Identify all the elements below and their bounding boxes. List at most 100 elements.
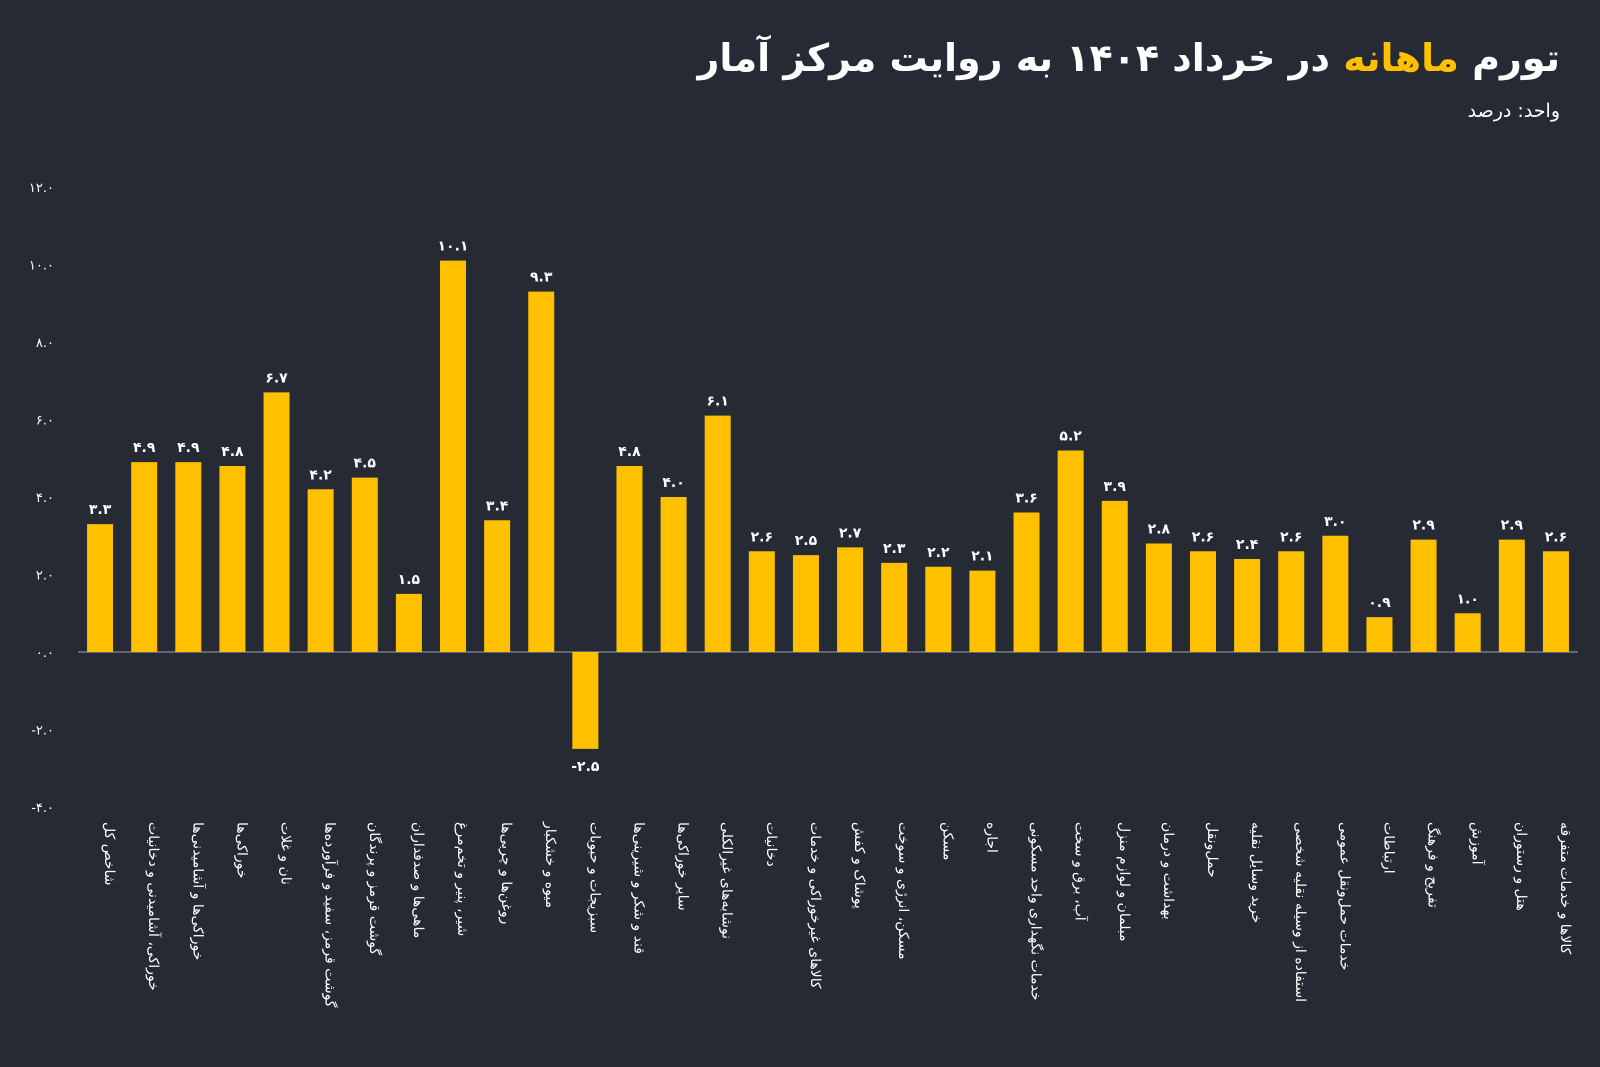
chart-title: تورم ماهانه در خرداد ۱۴۰۴ به روایت مرکز … (697, 34, 1560, 82)
y-tick-label: -۴.۰ (31, 801, 54, 816)
title-suffix: در خرداد ۱۴۰۴ به روایت مرکز آمار (697, 36, 1344, 80)
x-tick-label: تفریح و فرهنگ (1425, 822, 1442, 908)
x-tick-label: پوشاک و کفش (851, 822, 867, 909)
x-tick-label: کالاها و خدمات متفرقه (1557, 822, 1573, 955)
x-tick-label: شیر، پنیر و تخم‌مرغ (454, 822, 470, 936)
bar (969, 570, 996, 652)
bar-value-label: ۶.۱ (706, 394, 728, 410)
x-tick-label: نان و غلات (278, 822, 294, 885)
bar (1410, 539, 1437, 652)
bar (1278, 551, 1305, 652)
x-tick-label: سبزیجات و حبوبات (586, 822, 602, 933)
y-tick-label: ۱۰.۰ (29, 259, 54, 274)
bar (1542, 551, 1569, 652)
bar (263, 392, 290, 652)
x-tick-label: روغن‌ها و چربی‌ها (498, 822, 514, 924)
bar-value-label: ۳.۰ (1324, 514, 1346, 530)
bar (1366, 617, 1393, 652)
bar-value-label: ۲.۴ (1236, 537, 1259, 553)
bar-value-label: ۲.۳ (883, 541, 906, 557)
bar (440, 260, 466, 652)
y-tick-label: ۸.۰ (36, 336, 54, 351)
bar (484, 520, 511, 652)
bar (528, 291, 555, 652)
bar-value-label: ۱.۰ (1456, 591, 1478, 607)
y-tick-label: ۱۲.۰ (29, 181, 54, 196)
x-tick-label: بهداشت و درمان (1160, 822, 1176, 920)
bar (395, 593, 422, 652)
bar-value-label: ۴.۹ (133, 440, 156, 456)
bar-value-label: ۳.۳ (89, 502, 112, 518)
bar (837, 547, 864, 652)
bar (1454, 613, 1481, 652)
y-tick-label: ۰.۰ (36, 646, 54, 661)
bar (1145, 543, 1172, 652)
bar-value-label: ۴.۸ (221, 444, 244, 460)
bar (1013, 512, 1040, 652)
bar-value-label: ۳.۶ (1015, 491, 1037, 507)
bar (1101, 500, 1128, 652)
bar-value-label: ۱.۵ (398, 572, 421, 588)
x-tick-label: مسکن (939, 822, 955, 860)
bar (616, 466, 643, 652)
x-tick-label: قند و شکر و شیرینی‌ها (630, 822, 646, 954)
x-tick-label: استفاده از وسیله نقلیه شخصی (1292, 822, 1308, 1002)
bar (219, 466, 246, 652)
x-tick-label: شاخص کل (101, 822, 117, 886)
bar-value-label: ۳.۴ (486, 498, 509, 514)
bar-value-label: ۰.۹ (1368, 595, 1391, 611)
bar (1190, 551, 1216, 652)
x-tick-label: سایر خوراکی‌ها (675, 822, 691, 911)
y-tick-label: -۲.۰ (31, 724, 54, 739)
bar-value-label: ۲.۸ (1148, 522, 1171, 538)
x-tick-label: میوه و خشکبار (542, 821, 558, 908)
x-tick-label: حمل‌ونقل (1204, 822, 1220, 878)
bar-value-label: ۲.۲ (927, 545, 950, 561)
x-tick-label: دخانیات (763, 822, 779, 867)
bar-value-label: ۵.۲ (1059, 429, 1082, 445)
title-prefix: تورم (1458, 36, 1560, 80)
bar-value-label: ۲.۷ (839, 525, 862, 541)
x-tick-label: کالاهای غیرخوراکی و خدمات (807, 822, 823, 989)
bar (572, 652, 599, 749)
bar-value-label: ۳.۹ (1104, 479, 1127, 495)
bar-value-label: ۱۰.۱ (438, 239, 469, 255)
bar-value-label: -۲.۵ (571, 759, 600, 775)
x-tick-label: نوشابه‌های غیرالکلی (719, 822, 735, 939)
x-tick-label: آب، برق و سخت (1072, 822, 1089, 922)
bar-value-label: ۴.۰ (662, 475, 684, 491)
bar (1057, 450, 1084, 652)
x-tick-label: خوراکی‌ها (233, 822, 249, 879)
bar-value-label: ۲.۶ (1280, 529, 1302, 545)
bar-value-label: ۲.۵ (795, 533, 818, 549)
y-tick-label: ۴.۰ (36, 491, 54, 506)
bar-value-label: ۲.۹ (1412, 518, 1435, 534)
y-tick-label: ۶.۰ (36, 414, 54, 429)
bar (175, 462, 202, 652)
bar (748, 551, 775, 652)
chart-header: تورم ماهانه در خرداد ۱۴۰۴ به روایت مرکز … (697, 34, 1560, 122)
bar-value-label: ۹.۳ (530, 270, 553, 286)
bar-value-label: ۲.۶ (1192, 529, 1214, 545)
bar-value-label: ۲.۶ (751, 529, 773, 545)
x-tick-label: ماهی‌ها و صدفداران (410, 822, 426, 938)
unit-label: واحد: درصد (1467, 100, 1560, 122)
bar-value-label: ۲.۱ (971, 549, 993, 565)
bar (660, 497, 687, 652)
x-tick-label: گوشت قرمز، سفید و فرآورده‌ها (322, 822, 339, 1008)
bar (1322, 535, 1349, 652)
x-tick-label: آموزش (1469, 822, 1486, 866)
bar (792, 555, 819, 652)
x-tick-label: خرید وسایل نقلیه (1248, 822, 1264, 923)
bar (925, 566, 952, 652)
bar (1498, 539, 1525, 652)
y-tick-label: ۲.۰ (36, 569, 54, 584)
bar-value-label: ۶.۷ (265, 370, 288, 386)
bar-value-label: ۴.۸ (618, 444, 641, 460)
bar-value-label: ۴.۵ (354, 456, 377, 472)
x-tick-label: هتل و رستوران (1513, 822, 1529, 911)
bar-value-label: ۴.۲ (309, 467, 332, 483)
bar (881, 562, 908, 652)
bar (87, 524, 114, 652)
x-tick-label: گوشت قرمز و پرندگان (366, 822, 383, 956)
